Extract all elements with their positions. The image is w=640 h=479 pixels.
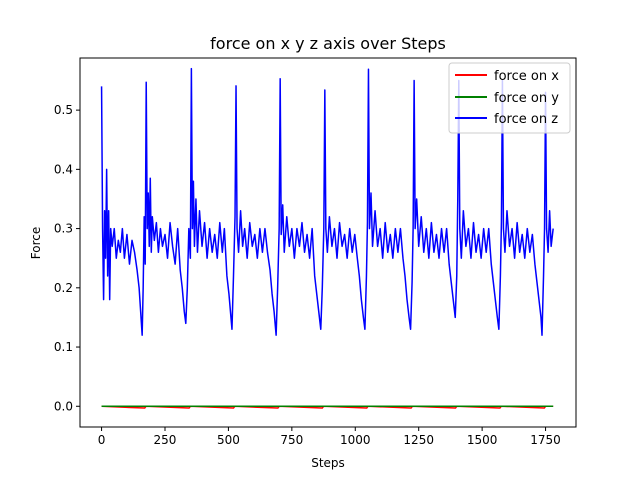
x-tick-label: 250 <box>154 433 177 447</box>
plot-frame <box>79 57 577 428</box>
series-line-force-on-z <box>100 67 554 336</box>
x-tick-label: 0 <box>98 433 106 447</box>
x-axis-ticks: 0 250 500 750 1000 1250 1500 1750 <box>98 427 561 447</box>
y-axis-ticks: 0.0 0.1 0.2 0.3 0.4 0.5 <box>54 103 80 413</box>
y-tick-label: 0.4 <box>54 162 73 176</box>
y-axis-label: Force <box>29 227 43 259</box>
legend-label-force-on-x: force on x <box>494 69 559 84</box>
x-tick-label: 500 <box>217 433 240 447</box>
plot-lines <box>100 67 554 409</box>
x-tick-label: 1250 <box>403 433 434 447</box>
series-line-force-on-x <box>101 405 554 409</box>
y-tick-label: 0.0 <box>54 399 73 413</box>
legend: force on x force on y force on z <box>448 62 571 134</box>
legend-box <box>448 62 571 134</box>
chart-title: force on x y z axis over Steps <box>210 34 446 53</box>
x-tick-label: 1000 <box>340 433 371 447</box>
x-tick-label: 1500 <box>467 433 498 447</box>
y-tick-label: 0.5 <box>54 103 73 117</box>
legend-label-force-on-z: force on z <box>494 112 558 127</box>
y-tick-label: 0.3 <box>54 222 73 236</box>
y-tick-label: 0.2 <box>54 281 73 295</box>
x-axis-label: Steps <box>311 456 345 470</box>
y-tick-label: 0.1 <box>54 340 73 354</box>
x-tick-label: 1750 <box>530 433 561 447</box>
x-tick-label: 750 <box>280 433 303 447</box>
legend-label-force-on-y: force on y <box>494 91 559 106</box>
